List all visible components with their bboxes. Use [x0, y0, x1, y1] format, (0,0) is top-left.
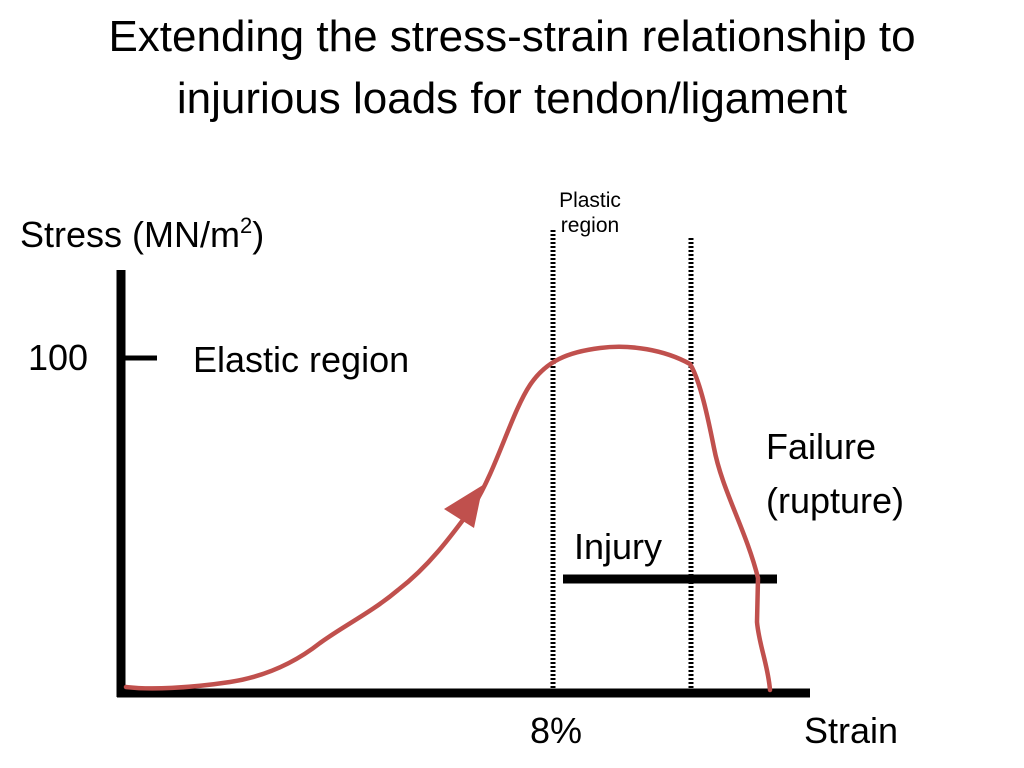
failure-label-line-1: Failure — [766, 426, 877, 467]
title-line-1: Extending the stress-strain relationship… — [108, 12, 916, 61]
stress-strain-curve — [123, 344, 773, 693]
slide-title: Extending the stress-strain relationship… — [0, 6, 1024, 130]
injury-label: Injury — [574, 526, 663, 567]
elastic-region-label: Elastic region — [193, 339, 410, 380]
plastic-region-label: Plastic region — [544, 188, 636, 238]
failure-label: Failure (rupture) — [766, 420, 904, 528]
y-axis-label-superscript: 2 — [240, 213, 253, 238]
x-axis-tick-label: 8% — [530, 710, 583, 751]
y-axis-tick-label: 100 — [28, 337, 89, 378]
title-line-2: injurious loads for tendon/ligament — [176, 74, 848, 123]
curve-direction-arrow-icon — [444, 485, 483, 528]
y-axis-label: Stress (MN/m2) — [20, 213, 265, 255]
failure-label-line-2: (rupture) — [766, 480, 905, 521]
x-axis-label: Strain — [804, 710, 899, 751]
plastic-label-line-1: Plastic — [559, 189, 621, 212]
plastic-label-line-2: region — [560, 214, 620, 237]
